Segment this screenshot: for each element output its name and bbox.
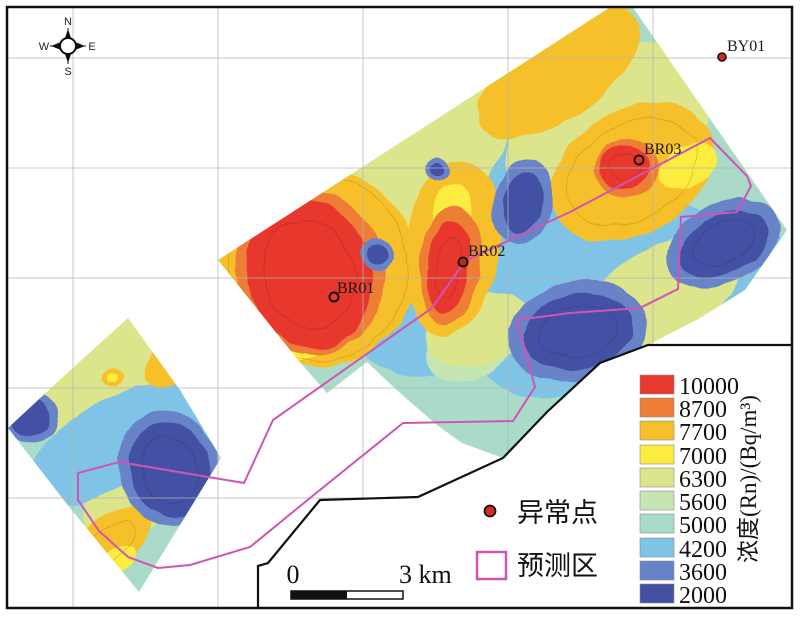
legend-cutout-border — [256, 343, 791, 608]
colorbar-values: 10000 8700 7700 7000 6300 5600 5000 4200… — [679, 374, 739, 609]
colorbar-value: 4200 — [679, 537, 727, 563]
point-label-BR01: BR01 — [337, 280, 374, 297]
colorbar-swatch — [639, 583, 675, 604]
colorbar-swatch — [639, 560, 675, 581]
compass-letter-n: N — [64, 16, 72, 28]
compass-rose: N S W E — [39, 16, 96, 78]
compass-letter-e: E — [88, 41, 95, 53]
colorbar-swatch — [639, 420, 675, 441]
colorbar-swatches — [639, 374, 675, 604]
point-marker-BR02: BR02 — [457, 243, 505, 268]
point-marker-BR03: BR03 — [633, 141, 681, 166]
map-key: 异常点 预测区 — [475, 498, 598, 581]
colorbar-swatch — [639, 467, 675, 488]
point-label-BR02: BR02 — [468, 243, 505, 260]
colorbar-value: 10000 — [679, 374, 739, 400]
point-marker-BR01: BR01 — [328, 280, 374, 303]
point-label-BR03: BR03 — [644, 141, 681, 158]
colorbar-value: 8700 — [679, 397, 727, 423]
colorbar-axis-title: 浓度(Rn)/(Bq/m³) — [736, 395, 761, 563]
prediction-zone-label: 预测区 — [517, 551, 598, 581]
colorbar-legend: 10000 8700 7700 7000 6300 5600 5000 4200… — [639, 374, 761, 609]
anomaly-point-icon — [483, 504, 497, 518]
scale-bar: 0 3 km — [287, 560, 452, 600]
colorbar-swatch — [639, 444, 675, 465]
scale-bar-zero: 0 — [287, 560, 300, 589]
colorbar-swatch — [639, 537, 675, 558]
colorbar-value: 7700 — [679, 420, 727, 446]
colorbar-value: 5000 — [679, 513, 727, 539]
prediction-zone-outline — [77, 136, 753, 570]
scale-bar-distance: 3 km — [399, 560, 452, 589]
map-frame — [5, 5, 794, 610]
colorbar-value: 6300 — [679, 467, 727, 493]
point-label-BY01: BY01 — [727, 38, 765, 55]
colorbar-value: 7000 — [679, 444, 727, 470]
colorbar-value: 3600 — [679, 560, 727, 586]
colorbar-swatch — [639, 374, 675, 395]
compass-east-needle — [75, 42, 85, 50]
compass-west-needle — [51, 42, 61, 50]
scale-bar-filled-half — [291, 591, 347, 599]
compass-letter-w: W — [39, 41, 50, 53]
colorbar-swatch — [639, 397, 675, 418]
colorbar-value: 2000 — [679, 583, 727, 609]
colorbar-swatch — [639, 513, 675, 534]
survey-points: BY01 BR01 BR02 BR03 — [328, 38, 765, 303]
anomaly-point-label: 异常点 — [517, 498, 598, 528]
prediction-zone-icon — [475, 550, 508, 581]
compass-letter-s: S — [64, 66, 71, 78]
colorbar-swatch — [639, 490, 675, 511]
colorbar-value: 5600 — [679, 490, 727, 516]
point-marker-BY01: BY01 — [717, 38, 765, 62]
